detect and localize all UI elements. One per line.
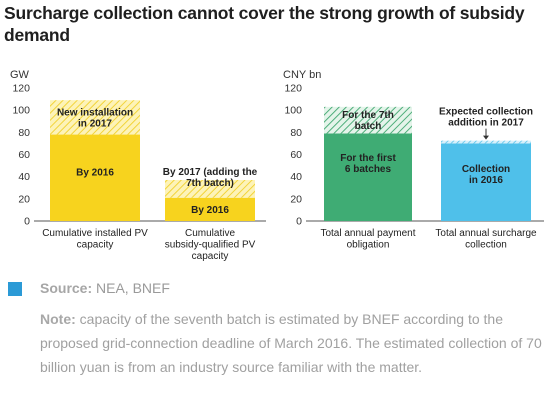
y-tick-label: 40 [290,171,302,183]
label-expected-addition-2017: Expected collection addition in 2017 [439,107,533,129]
category-label-qualified: Cumulative subsidy-qualified PV capacity [165,228,256,262]
bar-collection-2017-addition [441,140,531,144]
y-tick-label: 60 [290,149,302,161]
right-bars: For the first 6 batches For the 7th batch Co… [320,107,537,251]
y-tick-label: 0 [24,216,30,228]
label-collection-2016: Collection in 2016 [462,164,510,186]
y-tick-label: 120 [12,83,30,95]
label-qualified-by-2016: By 2016 [191,205,229,216]
right-y-axis: 0 20 40 60 80 100 120 [284,83,544,228]
y-tick-label: 80 [18,127,30,139]
y-tick-label: 80 [290,127,302,139]
source-line: Source: NEA, BNEF [40,280,170,296]
category-label-obligation: Total annual payment obligation [320,228,415,251]
y-tick-label: 20 [290,193,302,205]
category-label-installed: Cumulative installed PV capacity [42,228,148,251]
label-by-2016: By 2016 [76,167,114,178]
y-tick-label: 20 [18,193,30,205]
source-label: Source: [40,280,93,296]
label-by-2017-7th-batch: By 2017 (adding the 7th batch) [163,167,258,189]
y-tick-label: 60 [18,149,30,161]
chart-right: CNY bn 0 20 40 60 80 100 120 For the first 6 ba… [283,69,544,251]
y-tick-label: 120 [284,83,302,95]
bar-installed-new-2017 [50,100,140,135]
bar-qualified-by-2016 [165,197,255,221]
right-unit-label: CNY bn [283,69,321,81]
bar-collection-2016 [441,143,531,221]
chart-left: GW 0 20 40 60 80 100 120 By 2016 New installati… [10,69,266,262]
bar-installed-by-2016 [50,134,140,221]
label-first-6-batches: For the first 6 batches [340,153,396,175]
y-tick-label: 40 [18,171,30,183]
source-marker [8,282,22,296]
note-text: capacity of the seventh batch is estimat… [40,311,542,375]
y-tick-label: 100 [284,105,302,117]
category-label-collection: Total annual surcharge collection [435,228,537,251]
bar-obligation-first-6 [324,133,412,221]
note-label: Note: [40,311,76,327]
note-paragraph: Note: capacity of the seventh batch is e… [40,307,550,379]
bar-obligation-7th [324,106,412,134]
arrow-head [483,135,489,140]
left-unit-label: GW [10,69,30,81]
chart-title: Surcharge collection cannot cover the st… [4,3,525,45]
left-bars: By 2016 New installation in 2017 By 2016 By … [42,100,258,262]
y-tick-label: 0 [296,216,302,228]
label-7th-batch: For the 7th batch [342,110,394,132]
y-tick-label: 100 [12,105,30,117]
bar-qualified-7th-batch [165,179,255,198]
charts-canvas: GW 0 20 40 60 80 100 120 By 2016 New installati… [10,69,544,262]
source-text: NEA, BNEF [96,280,170,296]
label-new-installation-2017: New installation in 2017 [57,107,133,129]
